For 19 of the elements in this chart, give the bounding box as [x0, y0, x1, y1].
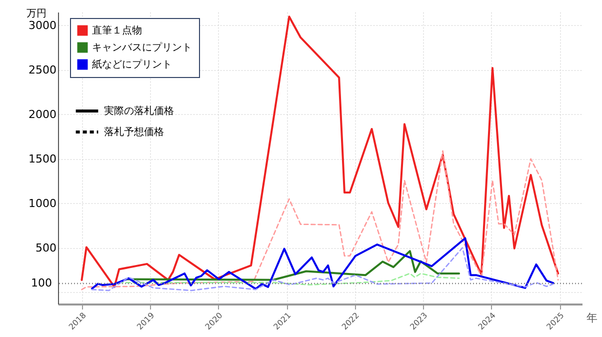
line-series — [80, 16, 560, 288]
line-series — [91, 247, 554, 292]
y-tick-label: 1000 — [28, 196, 56, 210]
ref-line-label: 100 — [31, 276, 52, 290]
legend-label: キャンバスにプリント — [92, 42, 192, 54]
y-tick-label: 2000 — [28, 108, 56, 121]
y-tick-label: 3000 — [28, 18, 56, 32]
x-axis-title: 年 — [586, 312, 598, 324]
legend-label: 紙などにプリント — [92, 58, 172, 70]
y-tick-label: 1500 — [28, 152, 56, 166]
annotation: 実際の落札価格 — [104, 105, 174, 117]
annotation: 落札予想価格 — [104, 126, 164, 138]
y-tick-label: 2500 — [28, 63, 56, 76]
y-axis-title: 万円 — [26, 8, 46, 20]
legend-label: 直筆１点物 — [92, 24, 142, 36]
line-series — [91, 237, 554, 290]
line-series — [124, 250, 460, 281]
line-series — [81, 150, 559, 290]
y-tick-label: 500 — [36, 241, 56, 254]
